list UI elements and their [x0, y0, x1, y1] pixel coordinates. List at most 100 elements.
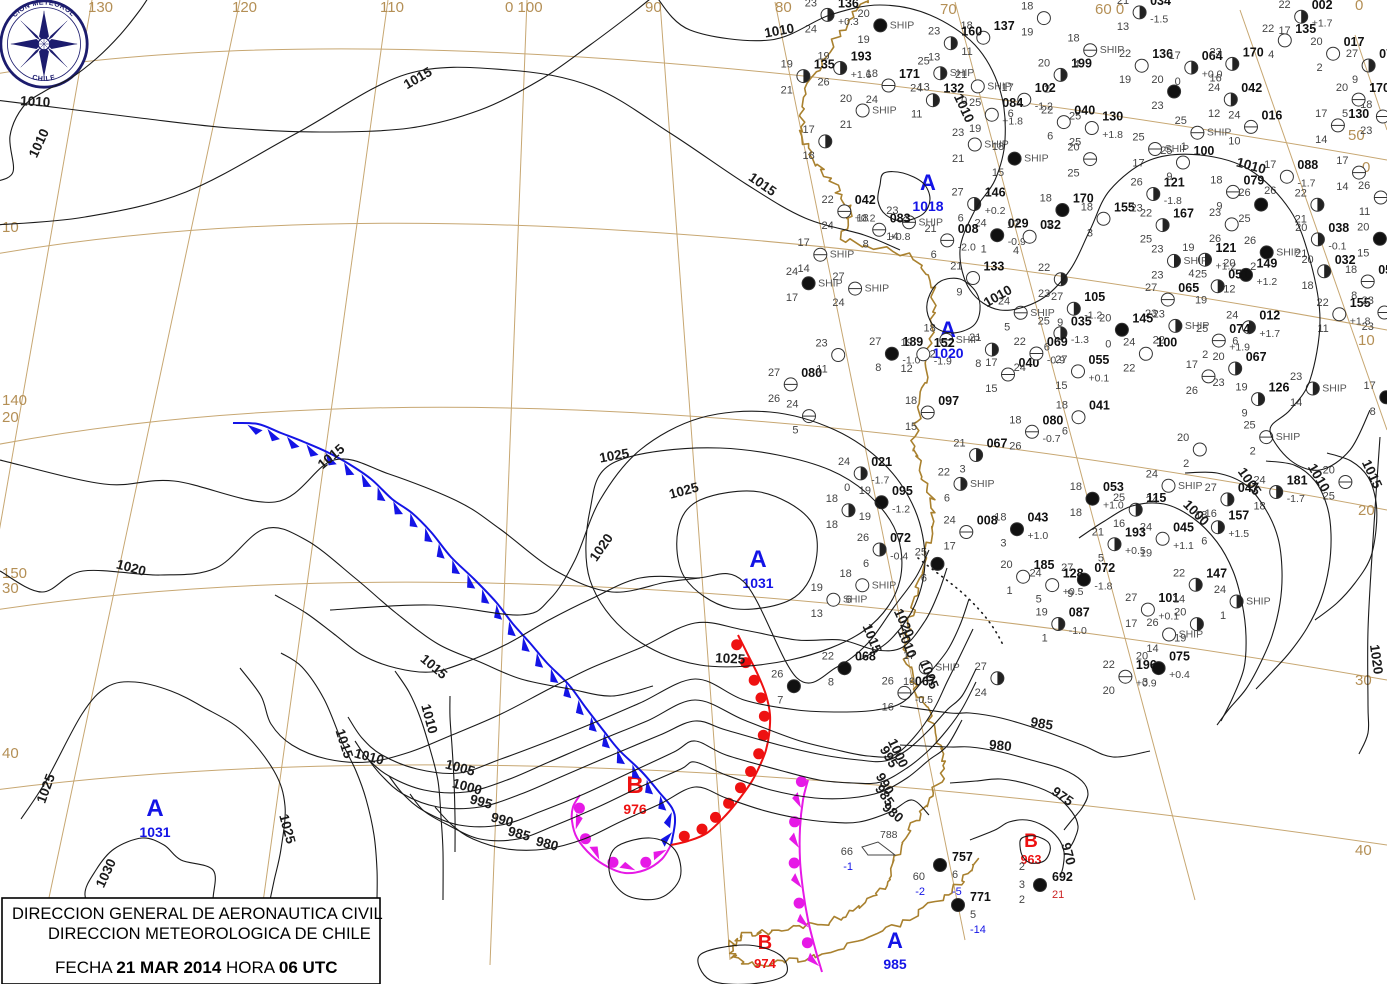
svg-text:A: A: [887, 928, 903, 953]
svg-text:2: 2: [1183, 458, 1189, 470]
svg-text:13: 13: [918, 82, 930, 94]
svg-text:18: 18: [1040, 193, 1052, 205]
svg-text:130: 130: [88, 0, 113, 16]
svg-text:23: 23: [1290, 371, 1302, 383]
svg-text:167: 167: [1173, 207, 1194, 221]
svg-text:80: 80: [775, 0, 792, 16]
svg-text:6: 6: [1232, 336, 1238, 348]
svg-text:2: 2: [1250, 261, 1256, 273]
svg-text:24: 24: [1146, 468, 1158, 480]
svg-text:788: 788: [880, 829, 898, 841]
svg-text:18: 18: [1210, 174, 1222, 186]
svg-text:1005: 1005: [444, 757, 477, 779]
svg-text:10: 10: [1358, 332, 1375, 349]
svg-text:042: 042: [1241, 81, 1262, 95]
svg-text:20: 20: [1358, 502, 1375, 519]
svg-text:18: 18: [826, 519, 838, 531]
svg-text:126: 126: [1269, 381, 1290, 395]
svg-text:-14: -14: [970, 924, 986, 936]
svg-text:170: 170: [1243, 45, 1264, 59]
svg-text:15: 15: [1055, 380, 1067, 392]
svg-text:069: 069: [1047, 335, 1068, 349]
svg-text:18: 18: [905, 395, 917, 407]
svg-text:1025: 1025: [667, 479, 700, 501]
svg-text:12: 12: [1223, 283, 1235, 295]
svg-text:2: 2: [1250, 446, 1256, 458]
svg-text:6: 6: [944, 492, 950, 504]
svg-text:SHIP: SHIP: [1276, 246, 1301, 258]
svg-text:9: 9: [956, 287, 962, 299]
svg-text:21: 21: [1117, 0, 1129, 7]
svg-text:18: 18: [1009, 414, 1021, 426]
svg-text:+0.4: +0.4: [1169, 669, 1190, 681]
svg-text:24: 24: [1214, 584, 1226, 596]
svg-text:1: 1: [1042, 633, 1048, 645]
svg-text:152: 152: [934, 336, 955, 350]
svg-text:26: 26: [1238, 187, 1250, 199]
svg-text:17: 17: [786, 292, 798, 304]
svg-text:24: 24: [786, 266, 798, 278]
svg-text:24: 24: [786, 399, 798, 411]
svg-text:SHIP: SHIP: [830, 249, 855, 261]
svg-text:1015: 1015: [418, 651, 451, 682]
svg-text:130: 130: [1348, 107, 1369, 121]
svg-text:19: 19: [811, 582, 823, 594]
svg-text:0 100: 0 100: [505, 0, 543, 16]
svg-text:6: 6: [1047, 131, 1053, 143]
svg-text:072: 072: [890, 531, 911, 545]
svg-text:27: 27: [1205, 482, 1217, 494]
svg-text:6: 6: [1062, 426, 1068, 438]
svg-text:18: 18: [1021, 1, 1033, 13]
svg-text:22: 22: [1014, 336, 1026, 348]
svg-text:26: 26: [1186, 385, 1198, 397]
svg-text:13: 13: [811, 608, 823, 620]
svg-text:170: 170: [1073, 192, 1094, 206]
svg-text:5: 5: [792, 425, 798, 437]
svg-text:24: 24: [1228, 109, 1240, 121]
svg-text:25: 25: [1132, 132, 1144, 144]
svg-text:-1.2: -1.2: [892, 503, 910, 515]
svg-text:147: 147: [1206, 566, 1227, 580]
svg-text:22: 22: [1041, 105, 1053, 117]
svg-text:SHIP: SHIP: [872, 105, 897, 117]
svg-text:19: 19: [901, 337, 913, 349]
svg-text:66: 66: [841, 846, 853, 858]
svg-text:19: 19: [1036, 607, 1048, 619]
svg-text:25: 25: [1069, 137, 1081, 149]
svg-text:1010: 1010: [20, 93, 51, 110]
svg-text:A: A: [146, 795, 163, 822]
svg-text:14: 14: [798, 263, 810, 275]
svg-text:27: 27: [768, 367, 780, 379]
svg-text:17: 17: [1169, 50, 1181, 62]
svg-text:13: 13: [928, 52, 940, 64]
svg-text:12: 12: [901, 363, 913, 375]
svg-text:+1.7: +1.7: [1312, 18, 1333, 30]
svg-text:038: 038: [1328, 221, 1349, 235]
svg-text:SHIP: SHIP: [1246, 596, 1271, 608]
svg-text:20: 20: [858, 8, 870, 20]
svg-text:+1.8: +1.8: [1102, 129, 1123, 141]
svg-text:18: 18: [994, 512, 1006, 524]
svg-text:26: 26: [817, 77, 829, 89]
svg-text:181: 181: [1287, 474, 1308, 488]
svg-text:4: 4: [1188, 268, 1194, 280]
svg-text:080: 080: [1043, 413, 1064, 427]
svg-text:136: 136: [838, 0, 859, 10]
svg-text:-1.5: -1.5: [1150, 13, 1168, 25]
svg-text:18: 18: [803, 150, 815, 162]
svg-text:20: 20: [1177, 432, 1189, 444]
svg-text:1020: 1020: [1367, 643, 1386, 675]
svg-text:24: 24: [838, 456, 850, 468]
svg-text:128: 128: [1063, 567, 1084, 581]
svg-text:22: 22: [1103, 659, 1115, 671]
svg-text:15: 15: [1357, 247, 1369, 259]
svg-text:757: 757: [952, 850, 973, 864]
svg-text:27: 27: [1125, 592, 1137, 604]
svg-text:24: 24: [1226, 310, 1238, 322]
svg-text:5: 5: [1342, 108, 1348, 120]
svg-text:20: 20: [1103, 685, 1115, 697]
svg-text:23: 23: [1153, 308, 1165, 320]
svg-text:14: 14: [1173, 593, 1185, 605]
svg-text:1: 1: [981, 244, 987, 256]
svg-text:985: 985: [1029, 714, 1054, 733]
